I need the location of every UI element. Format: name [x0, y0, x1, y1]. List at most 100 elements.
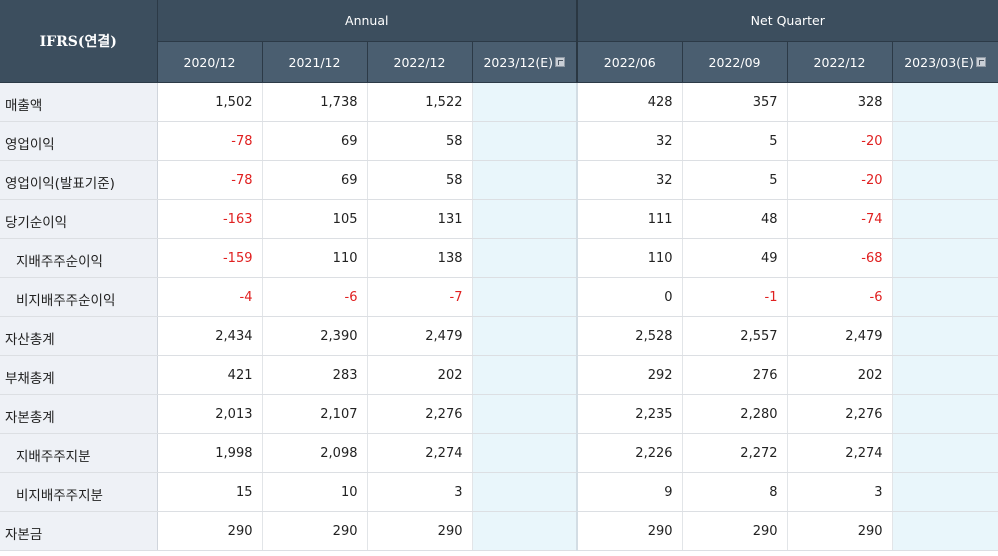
quarter-estimate-cell — [892, 199, 998, 239]
quarter-value-cell: -68 — [787, 238, 893, 278]
quarter-estimate-cell — [892, 394, 998, 434]
annual-value-cell: 283 — [262, 355, 368, 395]
annual-estimate-cell — [472, 316, 579, 356]
quarter-value-cell: -1 — [682, 277, 788, 317]
annual-value-cell: 138 — [367, 238, 473, 278]
row-label: 비지배주주순이익 — [0, 277, 158, 317]
annual-value-cell: 58 — [367, 121, 473, 161]
annual-estimate-cell — [472, 277, 579, 317]
quarter-estimate-cell — [892, 82, 998, 122]
quarter-value-cell: 2,272 — [682, 433, 788, 473]
annual-value-cell: 1,738 — [262, 82, 368, 122]
row-label: 당기순이익 — [0, 199, 158, 239]
quarter-estimate-cell — [892, 355, 998, 395]
annual-header: Annual — [157, 0, 579, 42]
annual-value-cell: -6 — [262, 277, 368, 317]
annual-value-cell: 2,107 — [262, 394, 368, 434]
quarter-value-cell: 2,557 — [682, 316, 788, 356]
quarter-estimate-cell — [892, 277, 998, 317]
annual-value-cell: 15 — [157, 472, 263, 512]
table-row: 지배주주순이익 -159 110 138 110 49 -68 — [0, 238, 998, 278]
table-row: 영업이익 -78 69 58 32 5 -20 — [0, 121, 998, 161]
quarter-estimate-cell — [892, 160, 998, 200]
row-label: 영업이익 — [0, 121, 158, 161]
row-label: 자본금 — [0, 511, 158, 551]
annual-value-cell: 69 — [262, 121, 368, 161]
estimate-info-icon[interactable] — [975, 57, 986, 67]
row-label: 지배주주순이익 — [0, 238, 158, 278]
annual-value-cell: 2,098 — [262, 433, 368, 473]
table-row: 비지배주주지분 15 10 3 9 8 3 — [0, 472, 998, 512]
quarter-value-cell: 276 — [682, 355, 788, 395]
quarter-value-cell: -6 — [787, 277, 893, 317]
quarter-value-cell: -20 — [787, 160, 893, 200]
annual-value-cell: -78 — [157, 121, 263, 161]
estimate-info-icon[interactable] — [555, 57, 566, 67]
quarter-value-cell: 9 — [577, 472, 683, 512]
quarter-value-cell: 290 — [682, 511, 788, 551]
annual-value-cell: 58 — [367, 160, 473, 200]
quarter-period-header: 2022/06 — [577, 41, 683, 83]
annual-value-cell: -159 — [157, 238, 263, 278]
quarter-value-cell: -20 — [787, 121, 893, 161]
annual-value-cell: 290 — [157, 511, 263, 551]
quarter-value-cell: 5 — [682, 121, 788, 161]
quarter-value-cell: 8 — [682, 472, 788, 512]
ifrs-header: IFRS(연결) — [0, 0, 158, 83]
annual-value-cell: 2,434 — [157, 316, 263, 356]
annual-value-cell: 1,502 — [157, 82, 263, 122]
quarter-value-cell: 32 — [577, 160, 683, 200]
annual-value-cell: 290 — [262, 511, 368, 551]
annual-estimate-cell — [472, 433, 579, 473]
table-row: 자본총계 2,013 2,107 2,276 2,235 2,280 2,276 — [0, 394, 998, 434]
annual-estimate-cell — [472, 238, 579, 278]
annual-estimate-cell — [472, 160, 579, 200]
quarter-value-cell: 111 — [577, 199, 683, 239]
quarter-estimate-header: 2023/03(E) — [892, 41, 998, 83]
annual-value-cell: 2,479 — [367, 316, 473, 356]
quarter-value-cell: 2,280 — [682, 394, 788, 434]
annual-estimate-header: 2023/12(E) — [472, 41, 579, 83]
table-body: 매출액 1,502 1,738 1,522 428 357 328 영업이익 -78 69 58 32… — [0, 82, 998, 551]
quarter-value-cell: 2,274 — [787, 433, 893, 473]
row-label: 지배주주지분 — [0, 433, 158, 473]
annual-value-cell: 1,998 — [157, 433, 263, 473]
row-label: 자본총계 — [0, 394, 158, 434]
row-label: 자산총계 — [0, 316, 158, 356]
table-row: 당기순이익 -163 105 131 111 48 -74 — [0, 199, 998, 239]
quarter-value-cell: 3 — [787, 472, 893, 512]
quarter-value-cell: 292 — [577, 355, 683, 395]
annual-value-cell: 2,013 — [157, 394, 263, 434]
annual-value-cell: -4 — [157, 277, 263, 317]
annual-value-cell: -163 — [157, 199, 263, 239]
quarter-value-cell: 290 — [787, 511, 893, 551]
quarter-value-cell: 290 — [577, 511, 683, 551]
quarter-estimate-cell — [892, 511, 998, 551]
annual-value-cell: 105 — [262, 199, 368, 239]
quarter-value-cell: 49 — [682, 238, 788, 278]
quarter-value-cell: 2,528 — [577, 316, 683, 356]
quarter-value-cell: 2,479 — [787, 316, 893, 356]
table-row: 자산총계 2,434 2,390 2,479 2,528 2,557 2,479 — [0, 316, 998, 356]
quarter-value-cell: 5 — [682, 160, 788, 200]
table-row: 영업이익(발표기준) -78 69 58 32 5 -20 — [0, 160, 998, 200]
quarter-value-cell: 2,276 — [787, 394, 893, 434]
quarter-value-cell: 328 — [787, 82, 893, 122]
annual-period-header: 2021/12 — [262, 41, 368, 83]
row-label: 부채총계 — [0, 355, 158, 395]
annual-value-cell: 290 — [367, 511, 473, 551]
table-row: 부채총계 421 283 202 292 276 202 — [0, 355, 998, 395]
quarter-value-cell: 428 — [577, 82, 683, 122]
quarter-estimate-cell — [892, 472, 998, 512]
quarter-value-cell: 48 — [682, 199, 788, 239]
annual-value-cell: 421 — [157, 355, 263, 395]
annual-estimate-cell — [472, 472, 579, 512]
annual-value-cell: 3 — [367, 472, 473, 512]
annual-value-cell: 2,276 — [367, 394, 473, 434]
annual-value-cell: 2,390 — [262, 316, 368, 356]
quarter-value-cell: 32 — [577, 121, 683, 161]
annual-value-cell: 69 — [262, 160, 368, 200]
annual-estimate-cell — [472, 82, 579, 122]
annual-estimate-cell — [472, 511, 579, 551]
